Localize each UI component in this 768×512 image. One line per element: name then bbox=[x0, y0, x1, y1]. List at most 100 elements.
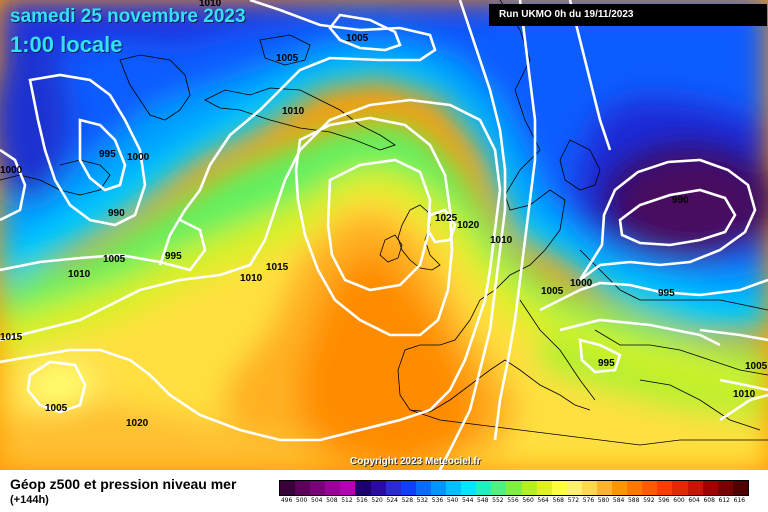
isobar-label: 1010 bbox=[490, 235, 513, 246]
color-scale-swatch bbox=[612, 481, 628, 495]
color-scale-swatch bbox=[446, 481, 462, 495]
color-scale-value: 568 bbox=[552, 497, 564, 504]
model-run-info: Run UKMO 0h du 19/11/2023 bbox=[489, 4, 767, 26]
legend-subtitle: (+144h) bbox=[10, 494, 49, 506]
color-scale-swatch bbox=[506, 481, 522, 495]
color-scale-value: 616 bbox=[733, 497, 746, 504]
color-scale-swatch bbox=[461, 481, 477, 495]
color-scale-swatch bbox=[400, 481, 416, 495]
color-scale-value: 600 bbox=[673, 497, 685, 504]
color-scale-value: 536 bbox=[431, 497, 444, 504]
color-scale-swatch bbox=[536, 481, 552, 495]
color-scale-value: 524 bbox=[386, 497, 398, 504]
color-scale-swatch bbox=[355, 481, 371, 495]
copyright-notice: Copyright 2023 Meteociel.fr bbox=[350, 456, 481, 467]
color-scale bbox=[279, 480, 749, 496]
isobar-label: 1000 bbox=[127, 152, 150, 163]
color-scale-value: 592 bbox=[643, 497, 655, 504]
color-scale-value: 508 bbox=[326, 497, 338, 504]
isobar-label: 1005 bbox=[276, 53, 299, 64]
color-scale-swatch bbox=[340, 481, 356, 495]
color-scale-swatch bbox=[521, 481, 537, 495]
color-scale-swatch bbox=[687, 481, 703, 495]
color-scale-value: 612 bbox=[718, 497, 730, 504]
isobar-label: 1015 bbox=[0, 332, 23, 343]
isobar-label: 1005 bbox=[45, 403, 68, 414]
color-scale-swatch bbox=[476, 481, 492, 495]
color-scale-swatch bbox=[415, 481, 431, 495]
color-scale-swatch bbox=[657, 481, 673, 495]
color-scale-value: 584 bbox=[612, 497, 625, 504]
isobar-label: 1010 bbox=[199, 0, 222, 9]
isobar-label: 1010 bbox=[240, 273, 263, 284]
isobar-label: 1005 bbox=[346, 33, 369, 44]
color-scale-swatch bbox=[370, 481, 386, 495]
isobar-labels: 1010 1005 1005 1010 995 1000 990 1000 10… bbox=[0, 0, 768, 429]
isobar-label: 1005 bbox=[541, 286, 564, 297]
isobar-label: 1005 bbox=[103, 254, 126, 265]
color-scale-value: 604 bbox=[688, 497, 700, 504]
color-scale-value: 564 bbox=[537, 497, 549, 504]
color-scale-value: 588 bbox=[627, 497, 640, 504]
color-scale-value: 576 bbox=[582, 497, 595, 504]
color-scale-swatch bbox=[717, 481, 733, 495]
color-scale-swatch bbox=[596, 481, 613, 495]
color-scale-swatch bbox=[581, 481, 597, 495]
isobar-label: 1000 bbox=[570, 278, 593, 289]
geopotential-field bbox=[0, 0, 768, 470]
color-scale-value: 540 bbox=[446, 497, 459, 504]
isobar-label: 1020 bbox=[457, 220, 480, 231]
color-scale-value: 608 bbox=[703, 497, 715, 504]
isobar-label: 995 bbox=[598, 358, 615, 369]
isobar-label: 995 bbox=[165, 251, 182, 262]
isobar-label: 995 bbox=[658, 288, 675, 299]
color-scale-labels: 496 500 504 508 512 516 520 524 528 532 536 540 544 5… bbox=[279, 497, 747, 504]
isobar-label: 1025 bbox=[435, 213, 458, 224]
color-scale-swatch bbox=[325, 481, 341, 495]
color-scale-value: 560 bbox=[522, 497, 534, 504]
color-scale-swatch bbox=[385, 481, 401, 495]
isobar-label: 1015 bbox=[266, 262, 289, 273]
color-scale-value: 504 bbox=[311, 497, 323, 504]
isobar-label: 1005 bbox=[745, 361, 768, 372]
legend-title: Géop z500 et pression niveau mer bbox=[10, 476, 237, 492]
color-scale-value: 496 bbox=[280, 497, 293, 504]
color-scale-swatch bbox=[566, 481, 582, 495]
color-scale-value: 596 bbox=[658, 497, 670, 504]
color-scale-value: 512 bbox=[341, 497, 353, 504]
weather-map: 1010 1005 1005 1010 995 1000 990 1000 10… bbox=[0, 0, 768, 470]
isobar-label: 1010 bbox=[733, 389, 756, 400]
isobars bbox=[0, 0, 768, 470]
legend-footer: Géop z500 et pression niveau mer (+144h)… bbox=[0, 470, 768, 512]
isobar-label: 990 bbox=[108, 208, 125, 219]
color-scale-value: 556 bbox=[507, 497, 519, 504]
color-scale-swatch bbox=[491, 481, 507, 495]
isobar-label: 1020 bbox=[126, 418, 149, 429]
color-scale-swatch bbox=[627, 481, 643, 495]
color-scale-value: 532 bbox=[416, 497, 429, 504]
map-canvas: 1010 1005 1005 1010 995 1000 990 1000 10… bbox=[0, 0, 768, 470]
color-scale-value: 516 bbox=[356, 497, 368, 504]
color-scale-swatch bbox=[295, 481, 311, 495]
color-scale-value: 528 bbox=[401, 497, 414, 504]
forecast-date: samedi 25 novembre 2023 bbox=[10, 6, 246, 27]
color-scale-value: 548 bbox=[477, 497, 489, 504]
color-scale-value: 544 bbox=[461, 497, 474, 504]
color-scale-value: 500 bbox=[295, 497, 308, 504]
color-scale-swatch bbox=[642, 481, 658, 495]
color-scale-swatch bbox=[310, 481, 326, 495]
color-scale-value: 552 bbox=[492, 497, 504, 504]
color-scale-swatch bbox=[280, 481, 296, 495]
isobar-label: 990 bbox=[672, 195, 689, 206]
isobar-label: 1010 bbox=[68, 269, 91, 280]
color-scale-swatch bbox=[732, 481, 748, 495]
color-scale-value: 520 bbox=[371, 497, 383, 504]
isobar-label: 995 bbox=[99, 149, 116, 160]
color-scale-value: 580 bbox=[597, 497, 610, 504]
color-scale-swatch bbox=[551, 481, 567, 495]
forecast-local-time: 1:00 locale bbox=[10, 32, 123, 57]
color-scale-value: 572 bbox=[567, 497, 580, 504]
isobar-label: 1010 bbox=[282, 106, 305, 117]
color-scale-swatch bbox=[430, 481, 447, 495]
